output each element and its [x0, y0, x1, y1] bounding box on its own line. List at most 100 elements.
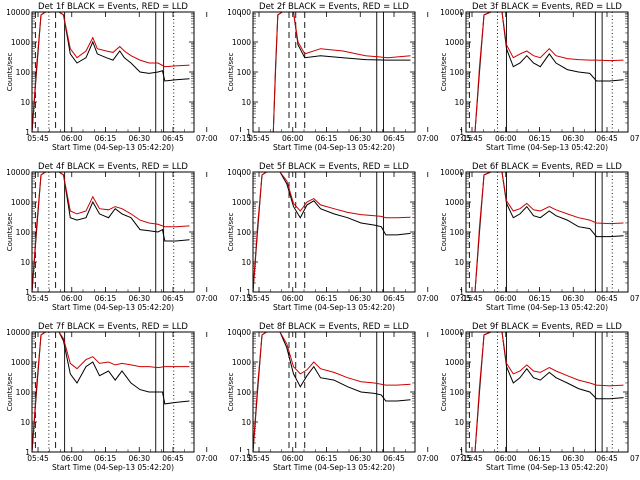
- y-tick-label: 10: [241, 258, 251, 267]
- y-axis-label: Counts/sec: [6, 373, 14, 412]
- x-tick-label: 06:15: [95, 294, 117, 303]
- x-tick-label: 05:45: [248, 454, 270, 463]
- y-tick-label: 100: [16, 68, 31, 77]
- chart-title: Det 3f BLACK = Events, RED = LLD: [472, 2, 622, 12]
- plot-frame: [252, 11, 416, 133]
- x-axis-label: Start Time (04-Sep-13 05:42:20): [52, 463, 174, 472]
- y-tick-label: 10000: [227, 328, 251, 337]
- x-tick-label: 06:45: [383, 454, 405, 463]
- y-tick-label: 10000: [6, 328, 30, 337]
- y-tick-label: 100: [237, 388, 252, 397]
- x-tick-label: 06:00: [61, 294, 83, 303]
- x-tick-label: 06:15: [95, 454, 117, 463]
- chart-title: Det 4f BLACK = Events, RED = LLD: [38, 162, 188, 172]
- y-tick-label: 100: [237, 68, 252, 77]
- y-tick-label: 1000: [445, 198, 464, 207]
- y-tick-label: 1: [459, 448, 464, 457]
- y-tick-label: 10000: [227, 8, 251, 17]
- y-tick-label: 10: [454, 258, 464, 267]
- y-axis-label: Counts/sec: [6, 53, 14, 92]
- x-tick-label: 06:00: [61, 134, 83, 143]
- y-tick-label: 10: [241, 418, 251, 427]
- y-tick-label: 1: [246, 448, 251, 457]
- y-tick-label: 100: [450, 228, 465, 237]
- x-tick-label: 06:00: [495, 294, 517, 303]
- x-tick-label: 06:30: [562, 294, 584, 303]
- y-tick-label: 1000: [11, 198, 30, 207]
- y-tick-label: 10: [454, 98, 464, 107]
- y-tick-label: 1: [246, 288, 251, 297]
- x-tick-label: 06:15: [95, 134, 117, 143]
- x-tick-label: 07:15: [230, 454, 252, 463]
- y-tick-label: 10000: [440, 8, 464, 17]
- y-tick-label: 100: [16, 388, 31, 397]
- y-tick-label: 1000: [11, 358, 30, 367]
- x-tick-label: 06:30: [349, 294, 371, 303]
- x-tick-label: 06:00: [495, 454, 517, 463]
- x-tick-label: 06:30: [562, 134, 584, 143]
- x-tick-label: 06:45: [596, 294, 618, 303]
- x-tick-label: 07:00: [630, 454, 640, 463]
- y-tick-label: 100: [450, 388, 465, 397]
- x-tick-label: 06:30: [128, 134, 150, 143]
- x-axis-label: Start Time (04-Sep-13 05:42:20): [52, 143, 174, 152]
- x-tick-label: 07:00: [196, 454, 218, 463]
- chart-panel-6: Det 6f BLACK = Events, RED = LLD Counts/s…: [440, 162, 640, 312]
- series-line-events: [252, 171, 411, 293]
- x-tick-label: 06:45: [162, 294, 184, 303]
- plot-frame: [31, 11, 195, 133]
- y-axis-label: Counts/sec: [440, 373, 448, 412]
- chart-title: Det 9f BLACK = Events, RED = LLD: [472, 322, 622, 332]
- y-tick-label: 1: [459, 288, 464, 297]
- x-tick-label: 06:15: [529, 454, 551, 463]
- x-tick-label: 06:45: [162, 454, 184, 463]
- y-tick-label: 1000: [445, 358, 464, 367]
- y-axis-label: Counts/sec: [227, 53, 235, 92]
- y-tick-label: 10000: [440, 328, 464, 337]
- y-tick-label: 1000: [11, 38, 30, 47]
- x-tick-label: 06:30: [349, 134, 371, 143]
- y-tick-label: 100: [16, 228, 31, 237]
- y-tick-label: 10000: [6, 8, 30, 17]
- plot-frame: [31, 331, 195, 453]
- y-tick-label: 1: [25, 288, 30, 297]
- x-tick-label: 07:15: [451, 134, 473, 143]
- y-tick-label: 1000: [445, 38, 464, 47]
- x-tick-label: 07:00: [196, 134, 218, 143]
- x-tick-label: 05:45: [27, 294, 49, 303]
- x-tick-label: 06:00: [282, 454, 304, 463]
- x-tick-label: 07:00: [417, 294, 439, 303]
- x-tick-label: 05:45: [248, 294, 270, 303]
- x-tick-label: 06:30: [349, 454, 371, 463]
- y-tick-label: 10: [20, 258, 30, 267]
- x-tick-label: 07:15: [451, 454, 473, 463]
- x-tick-label: 06:45: [162, 134, 184, 143]
- x-tick-label: 07:00: [417, 134, 439, 143]
- x-tick-label: 06:30: [562, 454, 584, 463]
- y-tick-label: 1: [25, 128, 30, 137]
- y-tick-label: 100: [450, 68, 465, 77]
- y-tick-label: 1: [25, 448, 30, 457]
- x-tick-label: 06:15: [316, 454, 338, 463]
- x-tick-label: 05:45: [248, 134, 270, 143]
- y-tick-label: 10: [20, 98, 30, 107]
- y-tick-label: 10: [20, 418, 30, 427]
- x-tick-label: 06:15: [316, 294, 338, 303]
- x-tick-label: 06:45: [383, 134, 405, 143]
- chart-panel-5: Det 5f BLACK = Events, RED = LLD Counts/s…: [227, 162, 473, 312]
- x-tick-label: 05:45: [461, 454, 483, 463]
- chart-panel-9: Det 9f BLACK = Events, RED = LLD Counts/s…: [440, 322, 640, 472]
- plot-frame: [465, 11, 629, 133]
- x-tick-label: 07:15: [230, 294, 252, 303]
- chart-panel-3: Det 3f BLACK = Events, RED = LLD Counts/s…: [440, 2, 640, 152]
- y-tick-label: 10000: [227, 168, 251, 177]
- series-line-lld: [252, 331, 411, 453]
- chart-panel-1: Det 1f BLACK = Events, RED = LLD Counts/s…: [6, 2, 252, 152]
- y-tick-label: 1: [246, 128, 251, 137]
- plot-frame: [31, 171, 195, 293]
- y-tick-label: 100: [237, 228, 252, 237]
- chart-panel-4: Det 4f BLACK = Events, RED = LLD Counts/s…: [6, 162, 252, 312]
- chart-panel-8: Det 8f BLACK = Events, RED = LLD Counts/s…: [227, 322, 473, 472]
- chart-title: Det 2f BLACK = Events, RED = LLD: [259, 2, 409, 12]
